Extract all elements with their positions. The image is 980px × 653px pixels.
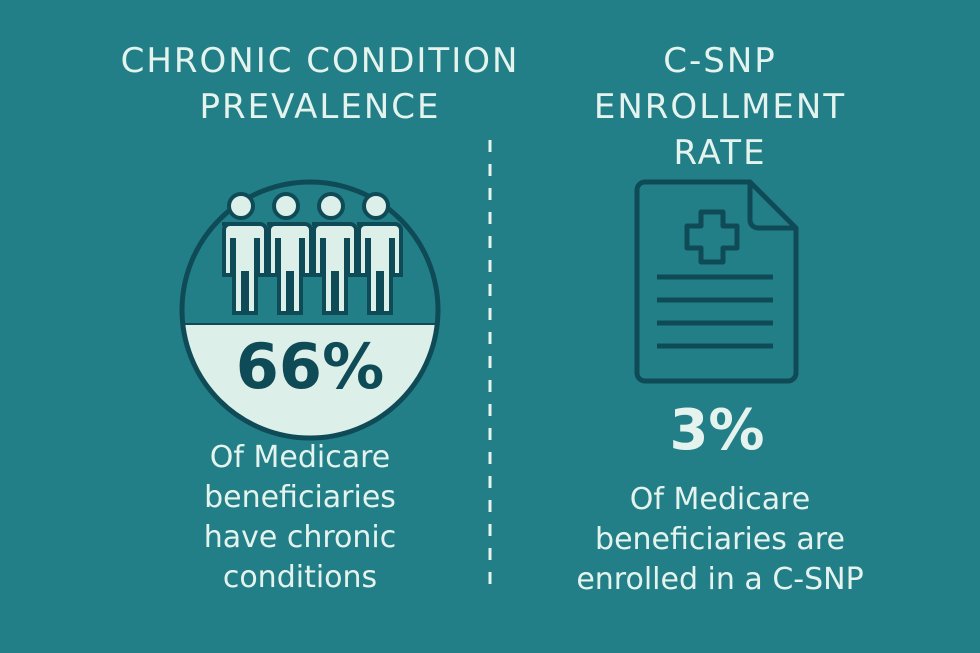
left-stat: 66% xyxy=(235,330,385,403)
medical-document-icon xyxy=(634,179,799,384)
people-circle-icon xyxy=(179,179,441,441)
right-stat: 3% xyxy=(669,398,765,463)
right-description: Of Medicare beneficiaries are enrolled i… xyxy=(576,482,864,597)
left-description: Of Medicare beneficiaries have chronic c… xyxy=(203,440,397,595)
left-title: CHRONIC CONDITION PREVALENCE xyxy=(120,41,520,127)
person-icon xyxy=(222,192,268,315)
person-icon xyxy=(312,192,358,315)
person-icon xyxy=(357,192,403,315)
right-title: C-SNP ENROLLMENT RATE xyxy=(593,41,847,173)
person-icon xyxy=(267,192,313,315)
